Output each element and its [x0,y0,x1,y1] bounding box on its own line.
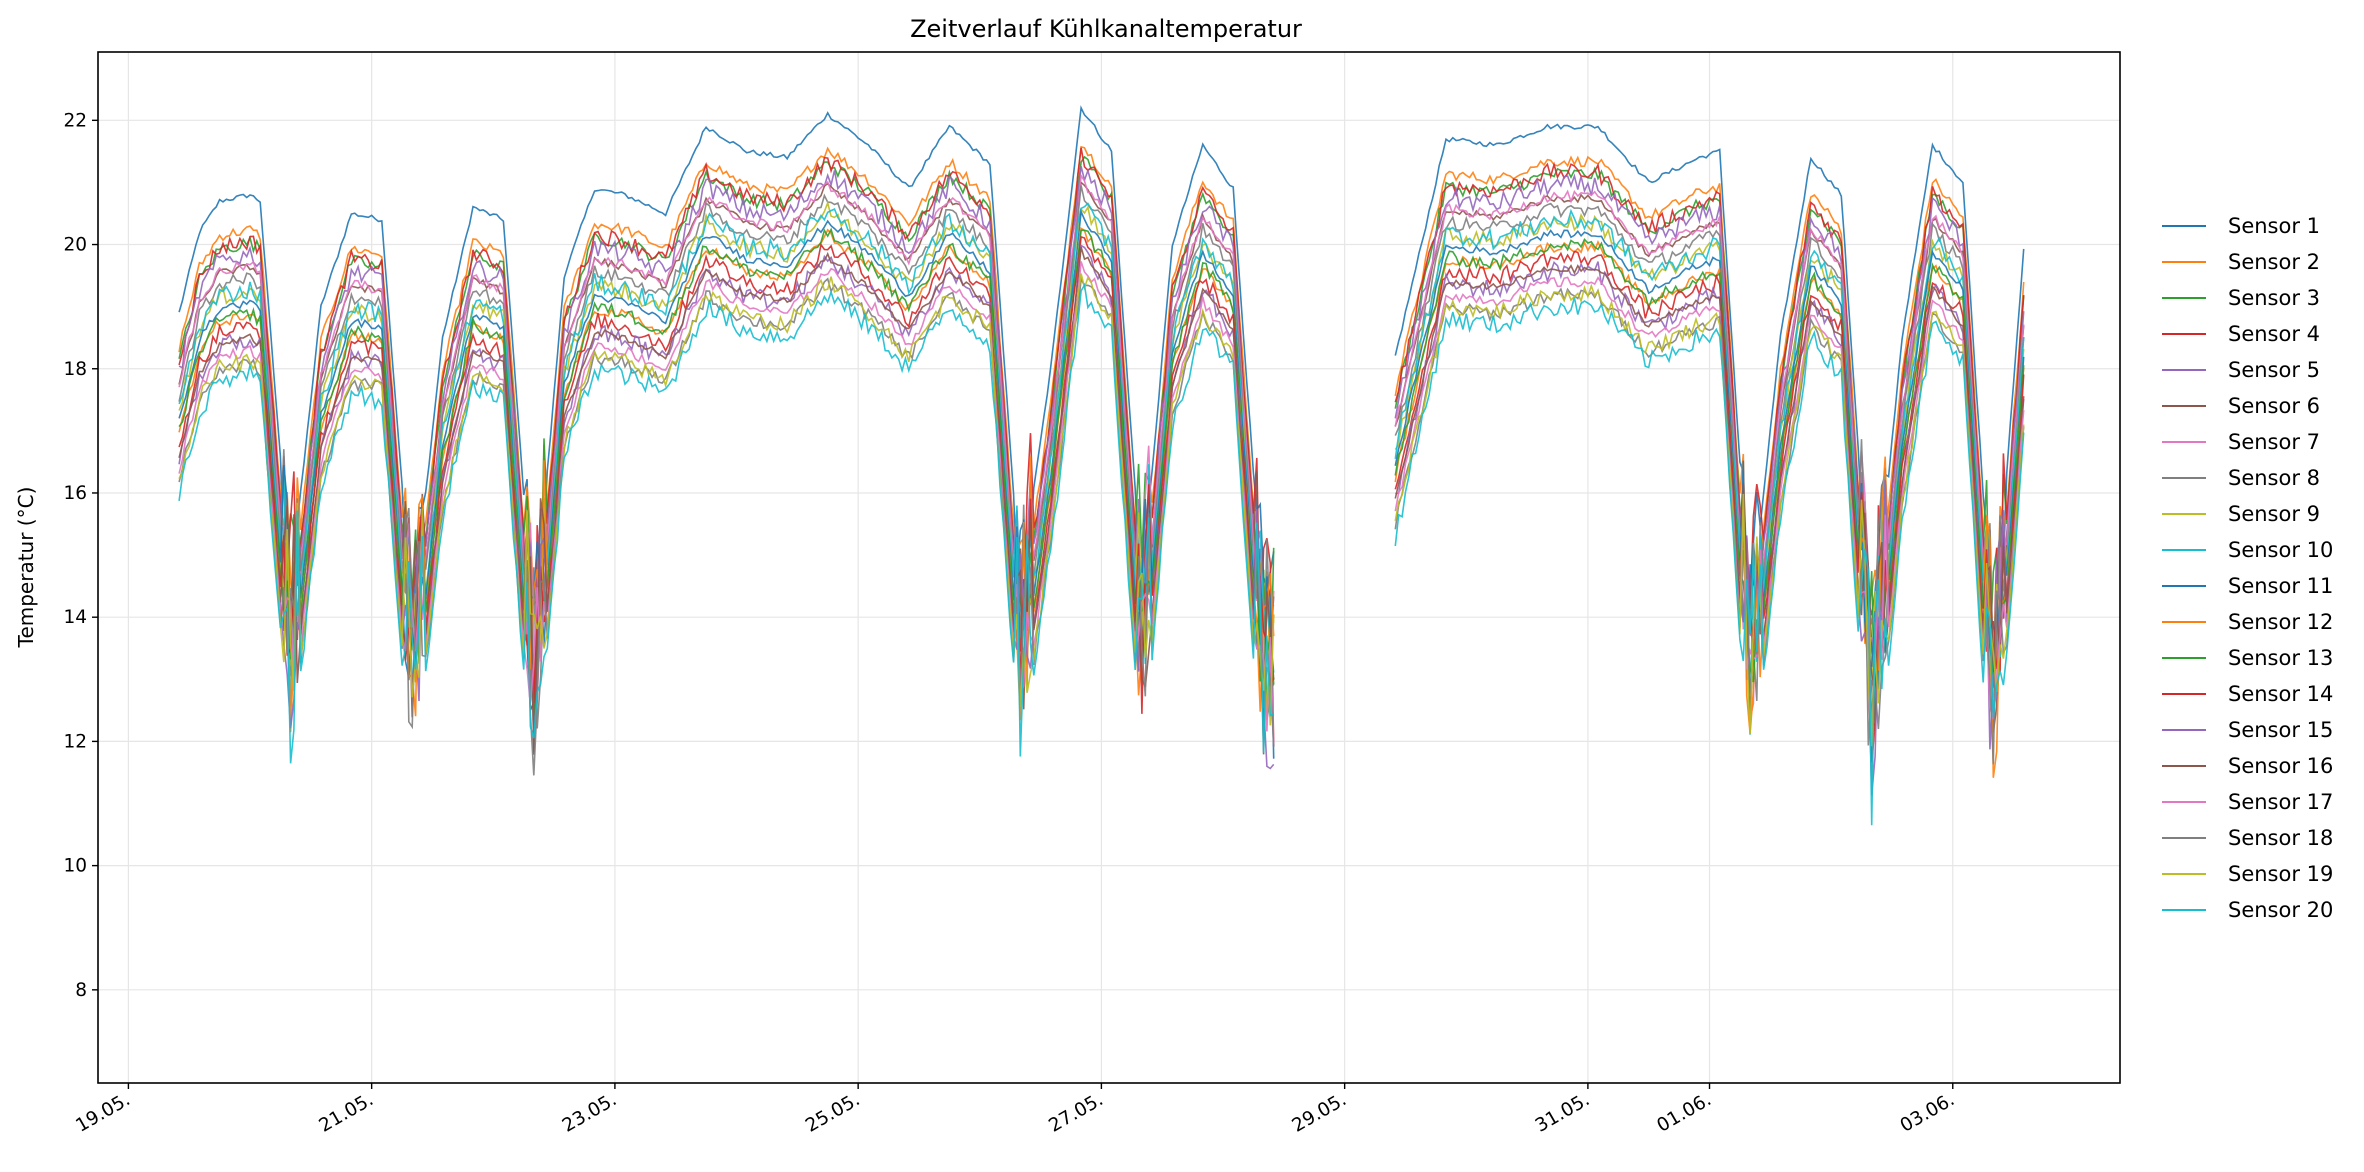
x-tick-label: 29.05. [1289,1089,1350,1137]
series-line-sensor-5 [178,166,2025,714]
y-tick-label: 16 [63,483,87,504]
legend-label: Sensor 14 [2228,682,2333,706]
legend-label: Sensor 1 [2228,214,2320,238]
x-tick-label: 21.05. [316,1089,377,1137]
series-line-sensor-1 [178,105,2025,671]
series-line-sensor-14 [178,235,2025,763]
series-line-sensor-10 [178,202,2025,747]
legend-label: Sensor 3 [2228,286,2320,310]
legend-label: Sensor 11 [2228,574,2333,598]
y-tick-label: 8 [75,980,87,1001]
legend-label: Sensor 15 [2228,718,2333,742]
x-tick-label: 03.06. [1897,1089,1958,1137]
series-line-sensor-7 [178,173,2025,719]
legend-label: Sensor 19 [2228,862,2333,886]
series-line-sensor-13 [178,227,2025,731]
y-tick-label: 10 [63,856,87,877]
series-line-sensor-11 [178,208,2025,759]
series-line-sensor-16 [178,246,2025,755]
legend-label: Sensor 8 [2228,466,2320,490]
y-tick-label: 14 [63,607,87,628]
x-tick-label: 19.05. [72,1089,133,1137]
x-tick-label: 31.05. [1532,1089,1593,1137]
legend-label: Sensor 18 [2228,826,2333,850]
legend-label: Sensor 9 [2228,502,2320,526]
legend-label: Sensor 12 [2228,610,2333,634]
legend-label: Sensor 16 [2228,754,2333,778]
plot-frame [97,51,2121,1084]
x-tick-label: 23.05. [559,1089,620,1137]
legend-label: Sensor 10 [2228,538,2333,562]
x-tick-label: 25.05. [802,1089,863,1137]
chart-title: Zeitverlauf Kühlkanaltemperatur [910,15,1302,43]
legend-label: Sensor 13 [2228,646,2333,670]
x-tick-label: 01.06. [1654,1089,1715,1137]
legend-label: Sensor 17 [2228,790,2333,814]
plot-lines [178,105,2025,826]
series-line-sensor-20 [178,282,2025,826]
legend-label: Sensor 20 [2228,898,2333,922]
y-tick-label: 22 [63,110,87,131]
legend-label: Sensor 4 [2228,322,2320,346]
y-axis: 8 10 12 14 16 18 20 22 [63,110,98,1001]
legend: Sensor 1 Sensor 2 Sensor 3 Sensor 4 Sensor 5… [2162,214,2333,922]
y-tick-label: 18 [63,359,87,380]
x-axis: 19.05. 21.05. 23.05. 25.05. 27.05. 29.05. 31.0… [72,1083,1958,1137]
x-tick-label: 27.05. [1045,1089,1106,1137]
legend-label: Sensor 6 [2228,394,2320,418]
y-tick-label: 12 [63,731,87,752]
y-tick-label: 20 [63,235,87,256]
legend-label: Sensor 2 [2228,250,2320,274]
y-axis-label: Temperatur (°C) [14,487,38,649]
legend-label: Sensor 5 [2228,358,2320,382]
series-line-sensor-2 [178,145,2025,728]
legend-label: Sensor 7 [2228,430,2320,454]
